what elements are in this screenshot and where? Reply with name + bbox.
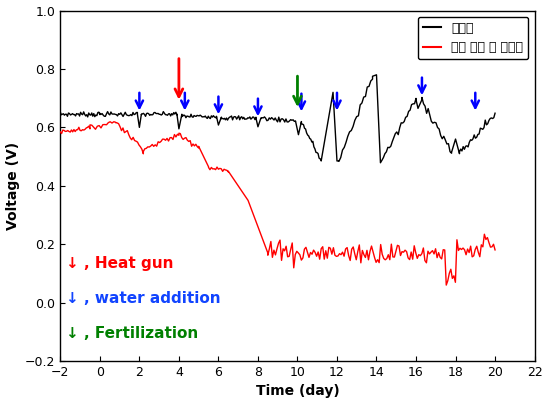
Text: ↓ , Fertilization: ↓ , Fertilization bbox=[66, 326, 198, 341]
Y-axis label: Voltage (V): Voltage (V) bbox=[5, 142, 20, 230]
Text: ↓ , Heat gun: ↓ , Heat gun bbox=[66, 256, 174, 271]
Legend: 산호수, 열풍 처리 된 산호수: 산호수, 열풍 처리 된 산호수 bbox=[418, 17, 528, 59]
X-axis label: Time (day): Time (day) bbox=[255, 385, 339, 398]
Text: ↓ , water addition: ↓ , water addition bbox=[66, 291, 221, 306]
